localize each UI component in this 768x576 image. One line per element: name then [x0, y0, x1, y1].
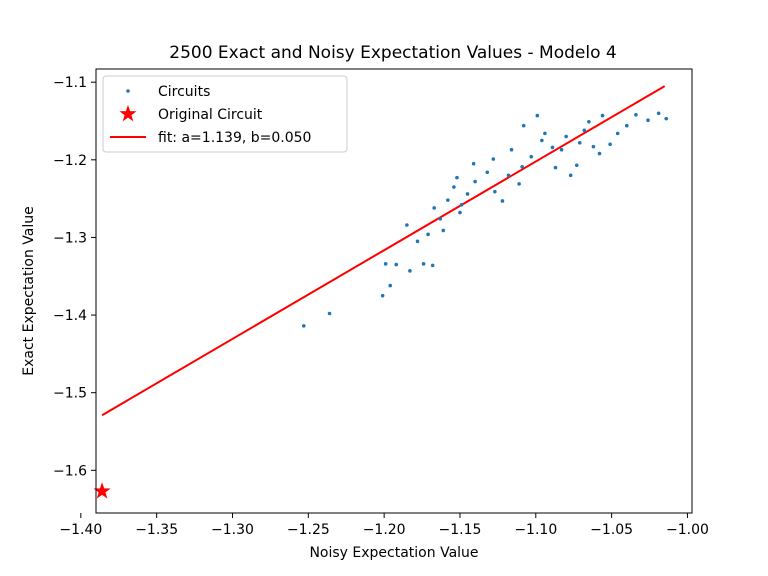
circuit-point [506, 173, 511, 178]
circuit-point [388, 283, 393, 288]
circuit-point [452, 185, 456, 189]
circuit-point [540, 138, 544, 143]
scatter-points-layer [301, 111, 669, 328]
y-tick-label: −1.4 [53, 308, 87, 324]
fit-line [101, 85, 666, 417]
circuit-point [405, 223, 409, 227]
legend-star-icon [119, 105, 137, 122]
circuit-point [597, 151, 602, 156]
circuit-point [471, 161, 476, 166]
y-axis-ticks: −1.6 −1.5 −1.4 −1.3 −1.2 −1.1 [53, 75, 96, 479]
circuit-point [564, 134, 568, 139]
x-tick-label: −1.30 [211, 522, 254, 538]
legend: Circuits Original Circuit fit: a=1.139, … [102, 75, 348, 153]
circuit-point [438, 217, 443, 221]
circuit-point [301, 324, 306, 328]
circuit-point [634, 113, 638, 117]
circuit-point [577, 140, 582, 145]
circuit-point [624, 123, 629, 128]
circuit-point [380, 293, 385, 298]
circuit-point [600, 113, 605, 118]
x-tick-label: −1.00 [666, 522, 709, 538]
star-marker-layer [93, 482, 111, 499]
circuit-point [520, 165, 524, 169]
circuit-point [408, 269, 412, 273]
x-tick-label: −1.15 [439, 522, 482, 538]
circuit-point [455, 175, 459, 180]
circuit-point [485, 170, 490, 175]
y-tick-label: −1.5 [53, 386, 87, 402]
circuit-point [608, 142, 612, 147]
x-tick-label: −1.25 [287, 522, 330, 538]
fit-line-layer [101, 85, 666, 417]
y-tick-label: −1.2 [53, 153, 87, 169]
circuit-point [559, 147, 564, 152]
y-tick-label: −1.1 [53, 75, 87, 91]
circuit-point [587, 119, 591, 124]
circuit-point [550, 145, 555, 150]
circuit-point [421, 262, 426, 266]
circuit-point [656, 111, 661, 116]
circuit-point [509, 147, 514, 152]
legend-circuits-label: Circuits [158, 84, 210, 100]
circuit-point [521, 123, 526, 128]
y-tick-label: −1.6 [53, 463, 87, 479]
x-tick-label: −1.10 [514, 522, 557, 538]
y-axis-title: Exact Expectation Value [21, 206, 37, 375]
circuit-point [553, 165, 558, 170]
circuit-point [441, 228, 446, 233]
circuit-point [493, 189, 497, 194]
legend-circuits-marker [126, 89, 130, 93]
circuit-point [500, 199, 505, 203]
circuit-point [582, 128, 587, 133]
legend-frame [102, 75, 348, 153]
circuit-point [591, 144, 596, 149]
circuit-point [568, 173, 573, 178]
circuit-point [517, 182, 521, 186]
circuit-point [465, 192, 470, 196]
circuit-point [664, 116, 669, 121]
circuit-point [473, 179, 477, 184]
circuit-point [491, 157, 496, 161]
circuit-point [432, 206, 436, 210]
x-tick-label: −1.40 [59, 522, 102, 538]
x-tick-label: −1.35 [135, 522, 178, 538]
circuit-point [430, 263, 435, 268]
chart-title: 2500 Exact and Noisy Expectation Values … [169, 43, 616, 63]
circuit-point [327, 311, 332, 316]
circuit-point [415, 239, 420, 244]
circuit-point [574, 163, 579, 168]
legend-original-label: Original Circuit [158, 107, 263, 123]
circuit-point [543, 131, 547, 136]
x-axis-ticks: −1.40 −1.35 −1.30 −1.25 −1.20 −1.15 −1.10 −1.05… [59, 513, 709, 538]
circuit-point [459, 203, 464, 207]
legend-fit-label: fit: a=1.139, b=0.050 [158, 130, 311, 146]
y-tick-label: −1.3 [53, 230, 87, 246]
circuit-point [426, 232, 430, 237]
plot-area-frame [95, 68, 693, 514]
x-tick-label: −1.20 [363, 522, 406, 538]
circuit-point [458, 210, 462, 215]
circuit-point [615, 131, 620, 136]
circuit-point [394, 262, 399, 267]
circuit-point [446, 198, 450, 202]
x-tick-label: −1.05 [590, 522, 633, 538]
circuit-point [529, 154, 534, 159]
original-circuit-star [93, 482, 111, 499]
circuit-point [646, 118, 650, 123]
circuit-point [383, 262, 388, 266]
x-axis-title: Noisy Expectation Value [309, 545, 478, 561]
circuit-point [535, 113, 540, 118]
